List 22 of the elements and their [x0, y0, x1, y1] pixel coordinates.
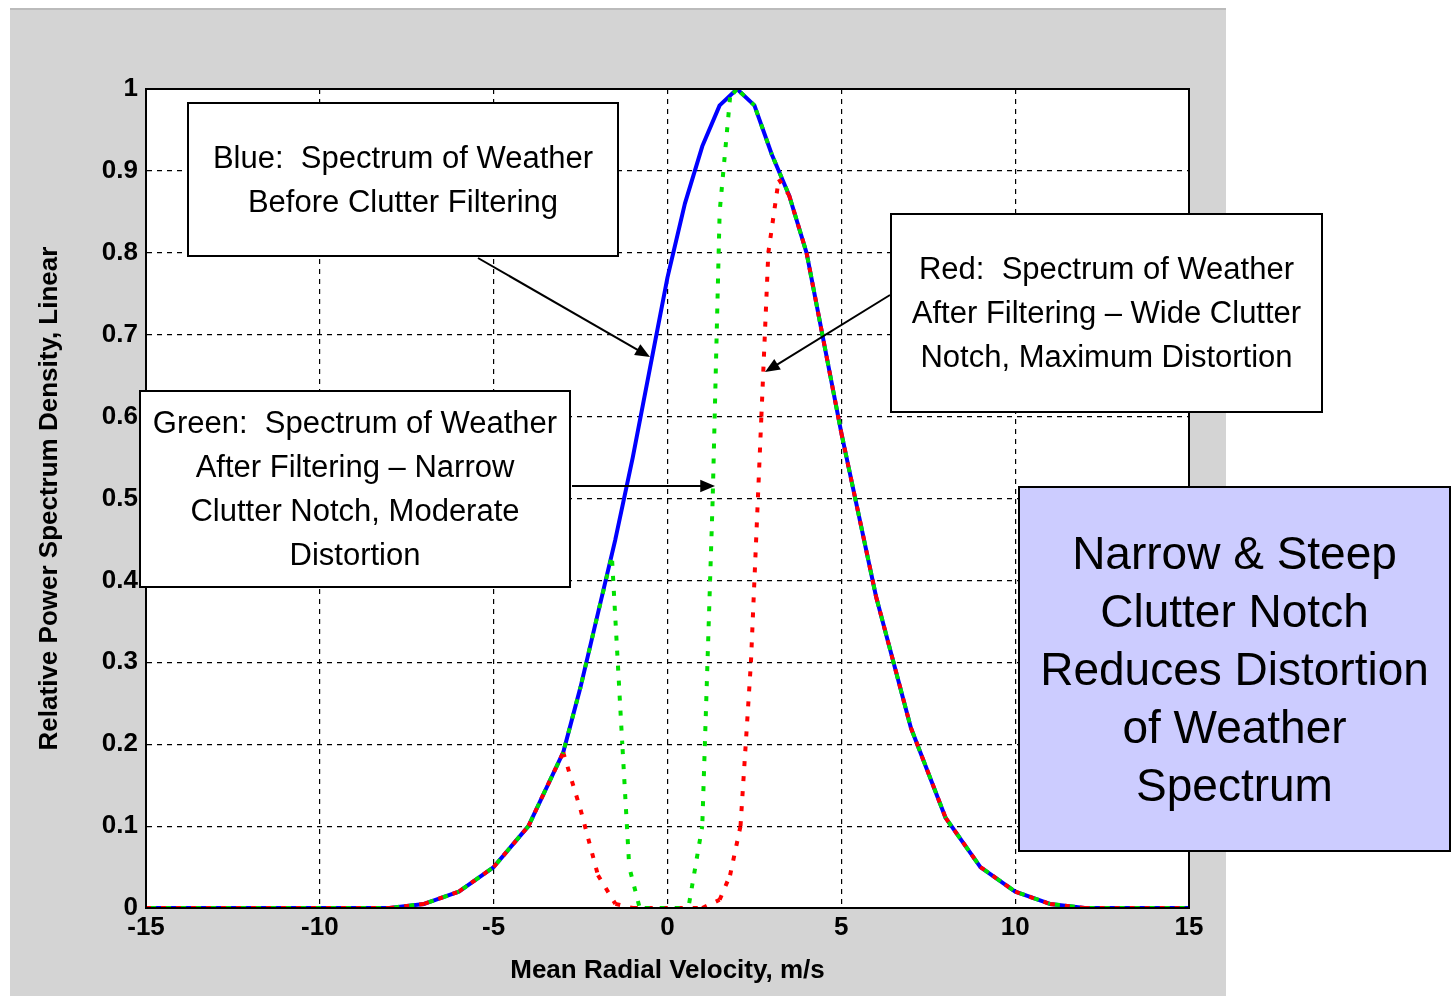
note-box: Narrow & Steep Clutter Notch Reduces Distortion of Weather Spectrum	[1018, 486, 1451, 852]
y-tick-label: 0.7	[101, 317, 138, 348]
y-tick-label: 1	[123, 72, 138, 103]
note-box: Green: Spectrum of Weather After Filtering – Narrow Clutter Notch, Moderate Distortion	[139, 390, 571, 588]
x-tick-label: 5	[834, 910, 849, 941]
x-axis-title: Mean Radial Velocity, m/s	[510, 953, 825, 984]
note-box: Red: Spectrum of Weather After Filtering – Wide Clutter Notch, Maximum Distortion	[890, 213, 1323, 413]
y-tick-label: 0.5	[101, 481, 138, 512]
x-tick-label: 0	[660, 910, 675, 941]
y-tick-label: 0.1	[101, 809, 138, 840]
x-tick-label: -5	[482, 910, 506, 941]
y-tick-label: 0.6	[101, 399, 138, 430]
x-tick-label: -10	[301, 910, 339, 941]
x-tick-label: 10	[1000, 910, 1030, 941]
note-box: Blue: Spectrum of Weather Before Clutter Filtering	[187, 102, 619, 257]
y-tick-label: 0.8	[101, 235, 138, 266]
y-tick-label: 0.2	[101, 727, 138, 758]
x-tick-label: 15	[1174, 910, 1204, 941]
y-axis-title: Relative Power Spectrum Density, Linear	[32, 246, 63, 751]
y-tick-label: 0.3	[101, 645, 138, 676]
y-tick-label: 0.4	[101, 563, 139, 594]
y-tick-label: 0.9	[101, 154, 138, 185]
